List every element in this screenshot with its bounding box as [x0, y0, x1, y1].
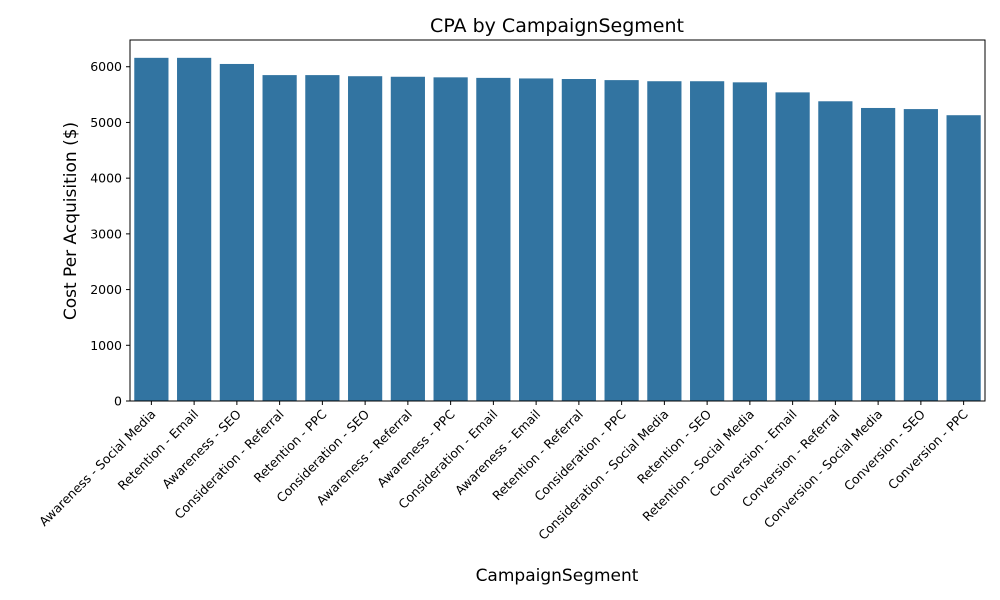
bar	[946, 115, 981, 402]
y-tick-label: 3000	[90, 226, 122, 241]
bar	[305, 75, 340, 401]
y-tick-label: 4000	[90, 171, 122, 186]
y-tick-label: 5000	[90, 115, 122, 130]
bar	[177, 57, 212, 401]
chart-title: CPA by CampaignSegment	[430, 15, 684, 37]
x-tick-label: Awareness - PPC	[374, 406, 458, 490]
bar	[818, 101, 853, 401]
bar	[348, 76, 383, 402]
bar	[647, 81, 682, 401]
bar	[433, 77, 468, 401]
bar	[519, 78, 554, 401]
bar	[903, 109, 938, 401]
bars-group	[134, 57, 981, 402]
y-tick-label: 2000	[90, 282, 122, 297]
x-tick-label: Retention - SEO	[634, 406, 714, 486]
bar	[604, 80, 639, 402]
x-tick-label: Conversion - PPC	[885, 406, 971, 492]
x-axis-label: CampaignSegment	[476, 566, 639, 586]
bar	[861, 107, 896, 401]
x-tick-label: Awareness - SEO	[159, 406, 244, 491]
bar	[390, 76, 425, 402]
bar	[561, 79, 596, 401]
bar	[690, 81, 725, 401]
x-tick-label: Conversion - SEO	[841, 406, 928, 493]
bar	[476, 77, 511, 401]
y-tick-label: 1000	[90, 338, 122, 353]
y-axis: 0 1000 2000 3000 4000 5000 6000	[90, 59, 130, 409]
x-tick-label: Retention - Email	[115, 407, 202, 494]
y-tick-label: 0	[114, 394, 122, 409]
bar	[262, 75, 297, 401]
x-tick-label: Retention - PPC	[251, 406, 330, 485]
bar	[134, 57, 169, 401]
y-tick-label: 6000	[90, 59, 122, 74]
bar	[732, 82, 767, 401]
plot-frame	[129, 39, 986, 402]
y-axis-label: Cost Per Acquisition ($)	[61, 122, 81, 320]
bar	[219, 63, 254, 402]
bar	[775, 92, 810, 402]
